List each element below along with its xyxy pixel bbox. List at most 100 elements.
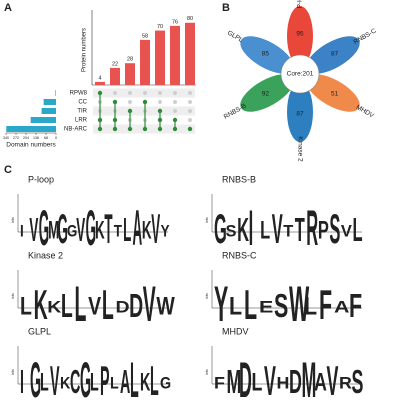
logo-letter: K (60, 374, 71, 392)
logo-letter: L (75, 278, 87, 333)
logo-ylabel: bits (205, 369, 209, 375)
dot (97, 126, 103, 132)
logo-letter: L (40, 370, 49, 397)
dot (97, 90, 103, 96)
dot-empty (188, 91, 192, 95)
petal-shape (306, 74, 360, 112)
logo-letter: G (30, 352, 41, 400)
petal-shape (240, 36, 294, 74)
petal-label: P-loop (297, 0, 304, 8)
logo-letter: D (115, 298, 129, 316)
logo-letter: G (160, 374, 171, 392)
dot-empty (173, 100, 177, 104)
dot-empty (158, 91, 162, 95)
logo-letter: W (156, 292, 175, 320)
dot (187, 126, 193, 132)
petal (240, 36, 294, 74)
logo-letter: G (58, 205, 68, 252)
logo-title: MHDV (222, 326, 249, 336)
bar (155, 30, 165, 85)
logo-letter: C (70, 364, 80, 400)
bar (125, 63, 135, 85)
logo-letter: L (110, 374, 119, 392)
dot (172, 126, 178, 132)
petal-shape (287, 82, 313, 142)
logo-letter: F (214, 373, 225, 392)
logo-letter: V (143, 278, 156, 333)
logo-letter: I (20, 222, 24, 241)
petal-value: 92 (262, 91, 270, 98)
x-tick-label: 272 (13, 136, 19, 140)
logo-letter: P (100, 358, 110, 400)
logo-ylabel: bits (205, 217, 209, 223)
panel-label: A (4, 2, 12, 14)
petal-value: 87 (331, 51, 339, 58)
value-label: 76 (172, 19, 178, 25)
dot (142, 99, 148, 105)
logo-letter: D (239, 352, 252, 400)
set-label: TIR (77, 109, 87, 115)
logo-ylabel: bits (11, 293, 15, 299)
logo-letter: L (229, 292, 242, 320)
logo-letter: K (34, 282, 48, 328)
logo-letter: R (339, 373, 352, 392)
dot-empty (173, 91, 177, 95)
dot-empty (128, 91, 132, 95)
bar (170, 25, 180, 85)
dot (172, 117, 178, 123)
petal (306, 36, 360, 74)
logo-letter: V (29, 212, 38, 249)
logo-letter: L (252, 368, 263, 397)
x-tick-label: 340 (3, 136, 9, 140)
petal-label: Kinase 2 (296, 136, 303, 162)
logo-letter: V (272, 205, 283, 252)
set-label: CC (78, 100, 87, 106)
dot-empty (128, 100, 132, 104)
petal-value: 85 (262, 51, 270, 58)
logo-letter: V (327, 357, 339, 400)
petal-shape (287, 6, 313, 66)
logo-letter: L (61, 286, 73, 324)
logo-letter: S (226, 221, 237, 240)
logo-letter: L (352, 210, 362, 248)
set-bar (41, 108, 56, 114)
petal-label: RNBS-B (223, 103, 248, 121)
logo-letter: V (76, 212, 85, 249)
petal-value: 95 (296, 31, 304, 38)
logo-letter: R (306, 200, 318, 256)
logo-ylabel: bits (11, 217, 15, 223)
logo-letter: Y (214, 277, 228, 333)
dot (142, 126, 148, 132)
panel-label: B (222, 2, 230, 14)
bar (185, 22, 195, 85)
petal-value: 51 (331, 91, 339, 98)
logo-letter: K (95, 217, 105, 244)
bar (95, 81, 105, 85)
dot (112, 99, 118, 105)
petal (287, 82, 313, 142)
x-tick-label: 68 (44, 136, 48, 140)
logo-letter: M (227, 363, 242, 400)
dot (127, 126, 133, 132)
logo-ylabel: bits (11, 369, 15, 375)
dot (97, 117, 103, 123)
dot (157, 117, 163, 123)
logo-letter: K (142, 217, 152, 244)
y-axis-label: Protein numbers (82, 28, 88, 72)
set-bar (6, 126, 57, 132)
logo-title: Kinase 2 (28, 250, 63, 260)
dot-empty (158, 100, 162, 104)
petal-label: MHDV (355, 104, 376, 120)
logo-letter: G (214, 205, 227, 252)
logo-letter: T (104, 205, 112, 252)
logo-letter: G (39, 200, 49, 256)
logo-letter: L (150, 358, 159, 400)
set-label: LRR (75, 118, 88, 124)
set-label: NB-ARC (64, 127, 88, 133)
dot-empty (188, 118, 192, 122)
logo-ylabel: bits (205, 293, 209, 299)
value-label: 22 (112, 61, 118, 67)
logo-letter: D (129, 286, 143, 324)
logo-letter: G (67, 222, 77, 241)
